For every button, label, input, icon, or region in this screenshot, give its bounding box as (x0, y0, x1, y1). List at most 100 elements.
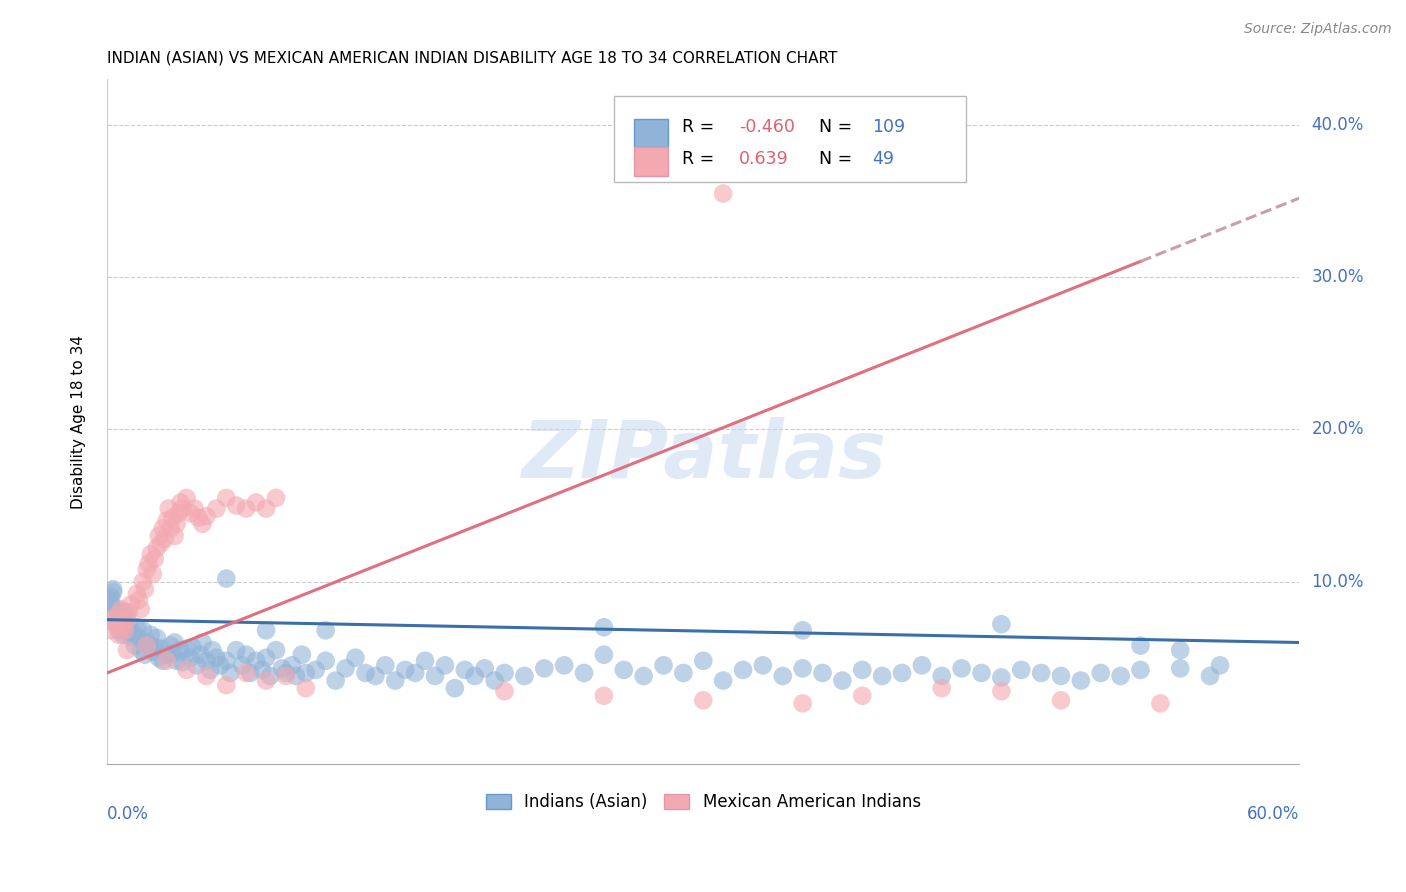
Point (159, 639, 181, 653)
Point (135, 639, 157, 653)
Point (120, 598, 142, 612)
Point (811, 665, 834, 680)
Point (135, 562, 157, 576)
Point (494, 665, 516, 680)
Text: 0.0%: 0.0% (107, 805, 149, 823)
Point (157, 501, 180, 516)
Point (215, 572, 238, 586)
Point (1050, 693, 1073, 707)
Point (124, 639, 146, 653)
Point (433, 658, 456, 673)
Point (101, 613, 124, 627)
Point (101, 582, 124, 597)
Point (148, 650, 170, 665)
Point (254, 650, 277, 665)
Point (692, 654, 714, 668)
Point (533, 661, 555, 675)
Point (1109, 669, 1132, 683)
Point (494, 684, 516, 698)
Point (1070, 673, 1092, 688)
Point (104, 617, 127, 632)
Point (344, 650, 367, 665)
Point (291, 648, 314, 662)
Point (335, 661, 357, 675)
Point (225, 643, 247, 657)
Point (139, 547, 162, 561)
Point (169, 643, 191, 657)
Point (163, 529, 186, 543)
Point (167, 506, 190, 520)
Point (101, 585, 124, 599)
Point (593, 689, 616, 703)
Point (1129, 639, 1152, 653)
Text: 60.0%: 60.0% (1247, 805, 1299, 823)
Text: N =: N = (818, 119, 858, 136)
Point (484, 673, 506, 688)
Point (454, 663, 477, 677)
Point (115, 608, 138, 623)
Point (235, 501, 257, 516)
Point (128, 631, 150, 645)
Point (652, 658, 675, 673)
Text: N =: N = (818, 150, 858, 168)
Point (931, 681, 953, 695)
Point (474, 661, 496, 675)
Point (111, 620, 134, 634)
Point (264, 491, 287, 505)
Point (593, 648, 616, 662)
Point (195, 654, 218, 668)
Point (153, 532, 176, 546)
Point (225, 499, 247, 513)
Point (215, 654, 238, 668)
Point (209, 658, 232, 673)
Point (792, 697, 814, 711)
Point (513, 669, 536, 683)
Point (239, 665, 262, 680)
Text: 109: 109 (873, 119, 905, 136)
Point (122, 626, 145, 640)
Point (143, 640, 166, 654)
Point (792, 661, 814, 675)
Point (245, 495, 267, 509)
Text: 49: 49 (873, 150, 894, 168)
Point (129, 643, 152, 657)
Point (1209, 658, 1232, 673)
Point (172, 655, 194, 669)
FancyBboxPatch shape (634, 119, 668, 147)
Point (138, 639, 160, 653)
Point (115, 613, 138, 627)
Point (1090, 665, 1112, 680)
Point (235, 665, 257, 680)
Point (114, 605, 136, 619)
Point (752, 658, 775, 673)
Point (792, 624, 814, 638)
Point (870, 669, 893, 683)
Point (851, 689, 873, 703)
Point (1168, 661, 1191, 675)
Point (711, 186, 734, 201)
Text: -0.460: -0.460 (740, 119, 794, 136)
Point (990, 684, 1012, 698)
Point (891, 665, 914, 680)
Point (231, 658, 253, 673)
Point (129, 602, 152, 616)
Point (772, 669, 794, 683)
Point (254, 673, 277, 688)
Point (108, 624, 131, 638)
Point (281, 658, 304, 673)
Point (156, 514, 179, 528)
Point (711, 673, 734, 688)
Point (931, 669, 953, 683)
Point (176, 641, 198, 656)
Point (120, 629, 142, 643)
Point (553, 658, 575, 673)
Point (135, 635, 157, 649)
Point (180, 506, 202, 520)
Point (1010, 663, 1032, 677)
Point (105, 602, 128, 616)
Point (1168, 643, 1191, 657)
Point (1129, 663, 1152, 677)
Point (143, 551, 166, 566)
Point (148, 529, 170, 543)
Point (114, 624, 136, 638)
